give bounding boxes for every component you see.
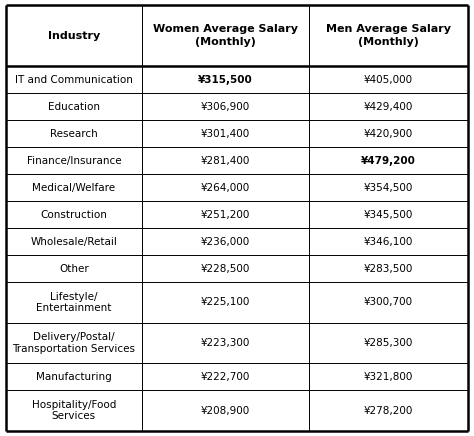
Text: Men Average Salary
(Monthly): Men Average Salary (Monthly) — [326, 24, 451, 47]
Text: ¥420,900: ¥420,900 — [364, 129, 413, 139]
Text: ¥345,500: ¥345,500 — [364, 210, 413, 220]
Text: Finance/Insurance: Finance/Insurance — [27, 156, 121, 166]
Text: Other: Other — [59, 264, 89, 274]
Text: Construction: Construction — [40, 210, 108, 220]
Text: Delivery/Postal/
Transportation Services: Delivery/Postal/ Transportation Services — [12, 332, 136, 354]
Text: ¥278,200: ¥278,200 — [364, 405, 413, 416]
Text: ¥479,200: ¥479,200 — [361, 156, 416, 166]
Text: ¥429,400: ¥429,400 — [364, 102, 413, 112]
Text: Manufacturing: Manufacturing — [36, 372, 112, 382]
Text: ¥283,500: ¥283,500 — [364, 264, 413, 274]
Text: ¥251,200: ¥251,200 — [201, 210, 250, 220]
Text: ¥285,300: ¥285,300 — [364, 338, 413, 348]
Text: ¥208,900: ¥208,900 — [201, 405, 250, 416]
Text: Wholesale/Retail: Wholesale/Retail — [30, 237, 118, 247]
Text: ¥223,300: ¥223,300 — [201, 338, 250, 348]
Text: ¥225,100: ¥225,100 — [201, 297, 250, 307]
Text: Research: Research — [50, 129, 98, 139]
Text: ¥236,000: ¥236,000 — [201, 237, 250, 247]
Text: Hospitality/Food
Services: Hospitality/Food Services — [32, 400, 116, 421]
Text: ¥264,000: ¥264,000 — [201, 183, 250, 193]
Text: ¥228,500: ¥228,500 — [201, 264, 250, 274]
Text: ¥300,700: ¥300,700 — [364, 297, 413, 307]
Text: ¥315,500: ¥315,500 — [198, 75, 253, 85]
Text: ¥354,500: ¥354,500 — [364, 183, 413, 193]
Text: Industry: Industry — [48, 31, 100, 41]
Text: ¥306,900: ¥306,900 — [201, 102, 250, 112]
Text: Lifestyle/
Entertainment: Lifestyle/ Entertainment — [36, 292, 111, 313]
Text: ¥405,000: ¥405,000 — [364, 75, 413, 85]
Text: IT and Communication: IT and Communication — [15, 75, 133, 85]
Text: Medical/Welfare: Medical/Welfare — [32, 183, 116, 193]
Text: Education: Education — [48, 102, 100, 112]
Text: ¥301,400: ¥301,400 — [201, 129, 250, 139]
Text: ¥346,100: ¥346,100 — [364, 237, 413, 247]
Text: ¥281,400: ¥281,400 — [201, 156, 250, 166]
Text: ¥321,800: ¥321,800 — [364, 372, 413, 382]
Text: Women Average Salary
(Monthly): Women Average Salary (Monthly) — [153, 24, 298, 47]
Text: ¥222,700: ¥222,700 — [201, 372, 250, 382]
